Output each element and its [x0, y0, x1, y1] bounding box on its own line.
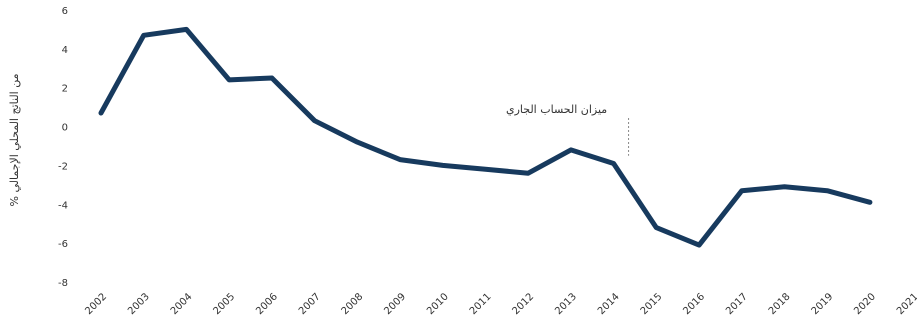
- y-tick-label: 4: [62, 45, 68, 56]
- y-tick-label: 2: [62, 84, 68, 95]
- y-tick-label: 0: [62, 123, 68, 134]
- x-tick-label: 2021: [895, 291, 917, 317]
- x-tick-label: 2020: [852, 291, 878, 317]
- x-tick-label: 2005: [211, 291, 237, 317]
- annotation-label: ميزان الحساب الجاري: [506, 103, 607, 116]
- x-tick-label: 2012: [511, 291, 537, 317]
- y-tick-label: -4: [58, 200, 68, 211]
- x-tick-label: 2010: [425, 291, 451, 317]
- series-line: [98, 26, 873, 248]
- x-tick-label: 2011: [468, 291, 494, 317]
- y-tick-label: -2: [58, 161, 68, 172]
- annotation: ميزان الحساب الجاري: [506, 103, 630, 156]
- x-tick-label: 2002: [83, 291, 109, 317]
- x-axis: 2002 2003 2004 2005 2006 2007 2008 2009 2010 2011…: [83, 291, 917, 317]
- x-tick-label: 2016: [681, 291, 707, 317]
- x-tick-label: 2013: [553, 291, 579, 317]
- x-tick-label: 2009: [382, 291, 408, 317]
- x-tick-label: 2004: [169, 291, 195, 317]
- x-tick-label: 2018: [767, 291, 793, 317]
- x-tick-label: 2006: [254, 291, 280, 317]
- y-tick-label: 6: [62, 6, 68, 17]
- y-axis: 6 4 2 0 -2 -4 -6 -8: [58, 6, 68, 289]
- x-tick-label: 2003: [126, 291, 152, 317]
- y-axis-title: % من الناتج المحلي الإجمالي: [8, 73, 21, 206]
- x-tick-label: 2017: [724, 291, 750, 317]
- x-tick-label: 2015: [639, 291, 665, 317]
- x-tick-label: 2014: [596, 291, 622, 317]
- y-tick-label: -6: [58, 239, 68, 250]
- x-tick-label: 2019: [810, 291, 836, 317]
- y-tick-label: -8: [58, 278, 68, 289]
- x-tick-label: 2007: [297, 291, 323, 317]
- x-tick-label: 2008: [340, 291, 366, 317]
